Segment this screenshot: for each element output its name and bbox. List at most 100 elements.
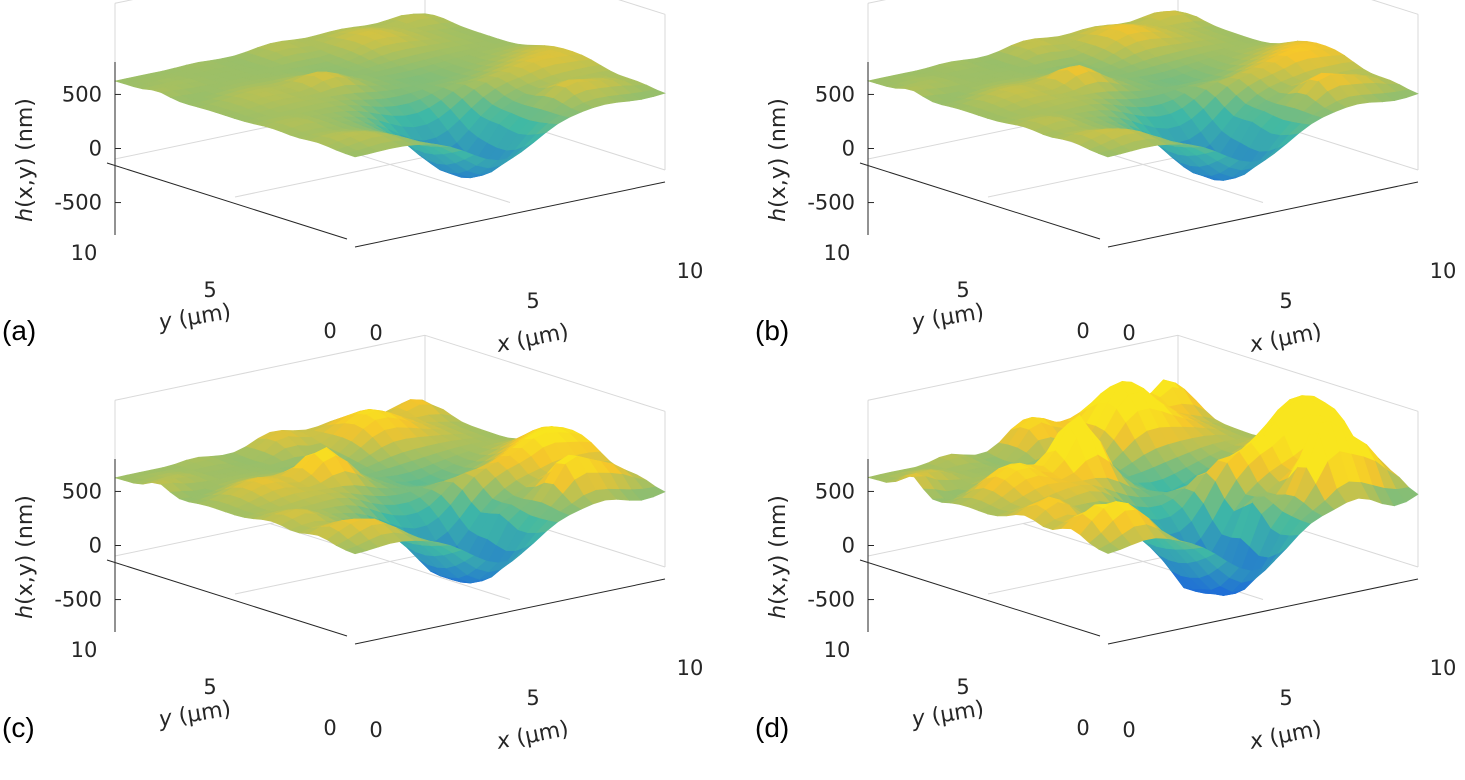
y-tick-label: 5 xyxy=(203,675,216,699)
z-axis-func: h xyxy=(13,605,38,619)
y-axis-line xyxy=(106,162,348,240)
z-axis-args: (x,y) (nm) xyxy=(766,495,791,605)
z-axis-label: h(x,y) (nm) xyxy=(766,495,791,619)
y-axis-line xyxy=(859,162,1101,240)
x-axis-var: x xyxy=(494,728,513,755)
x-axis-label: x (μm) xyxy=(494,716,571,755)
box-edge xyxy=(114,0,134,4)
x-axis-line xyxy=(1107,181,1419,248)
y-tick-label: 5 xyxy=(956,278,969,302)
x-tick-label: 5 xyxy=(1279,289,1292,313)
x-axis-label: x (μm) xyxy=(494,319,571,358)
y-axis-var: y xyxy=(909,309,928,336)
y-tick-label: 10 xyxy=(71,638,98,662)
z-axis-label: h(x,y) (nm) xyxy=(766,98,791,222)
box-edge xyxy=(424,334,666,412)
y-axis-label: y (μm) xyxy=(909,697,986,733)
surface-cell xyxy=(642,89,666,98)
y-axis-line xyxy=(859,559,1101,637)
panel-label: (c) xyxy=(2,712,35,743)
x-axis-unit: (μm) xyxy=(514,319,570,354)
x-axis-line xyxy=(354,181,666,248)
y-axis-unit: (μm) xyxy=(930,697,986,730)
surface-mesh xyxy=(866,10,1419,181)
y-axis-var: y xyxy=(156,309,175,336)
x-tick-label: 0 xyxy=(369,718,382,742)
x-tick-label: 10 xyxy=(677,259,704,283)
y-axis-label: y (μm) xyxy=(909,300,986,336)
z-axis-label: h(x,y) (nm) xyxy=(13,495,38,619)
z-tick-label: 500 xyxy=(815,479,855,503)
x-tick-label: 0 xyxy=(1122,718,1135,742)
box-edge xyxy=(867,0,887,4)
x-axis-var: x xyxy=(1247,728,1266,755)
y-axis-unit: (μm) xyxy=(930,300,986,333)
y-tick-label: 10 xyxy=(71,241,98,265)
y-axis-label: y (μm) xyxy=(156,697,233,733)
y-axis-label: y (μm) xyxy=(156,300,233,336)
z-tick-label: 0 xyxy=(89,534,102,558)
x-axis-var: x xyxy=(494,331,513,358)
surface-mesh xyxy=(113,13,666,179)
y-axis-var: y xyxy=(156,706,175,733)
z-axis-label: h(x,y) (nm) xyxy=(13,98,38,222)
z-axis-func: h xyxy=(766,208,791,222)
panel-label: (d) xyxy=(755,712,789,743)
z-axis-args: (x,y) (nm) xyxy=(766,98,791,208)
y-tick-label: 0 xyxy=(1076,716,1089,740)
y-tick-label: 10 xyxy=(824,241,851,265)
x-axis-var: x xyxy=(1247,331,1266,358)
surface-mesh xyxy=(114,399,666,584)
x-axis-unit: (μm) xyxy=(514,716,570,751)
box-edge xyxy=(867,334,1179,401)
y-tick-label: 0 xyxy=(323,319,336,343)
z-axis-func: h xyxy=(766,605,791,619)
x-axis-line xyxy=(1107,578,1419,645)
box-edge xyxy=(618,0,666,15)
y-tick-label: 10 xyxy=(824,638,851,662)
z-tick-label: 500 xyxy=(62,82,102,106)
x-tick-label: 5 xyxy=(526,686,539,710)
z-tick-label: 500 xyxy=(62,479,102,503)
x-tick-label: 10 xyxy=(1430,259,1457,283)
z-axis-args: (x,y) (nm) xyxy=(13,495,38,605)
x-tick-label: 10 xyxy=(677,656,704,680)
z-tick-label: -500 xyxy=(807,588,855,612)
z-tick-label: 0 xyxy=(89,137,102,161)
y-axis-unit: (μm) xyxy=(177,697,233,730)
x-tick-label: 5 xyxy=(1279,686,1292,710)
surface-cell xyxy=(1395,89,1419,99)
x-tick-label: 0 xyxy=(369,321,382,345)
x-axis-line xyxy=(354,578,666,645)
x-axis-unit: (μm) xyxy=(1267,319,1323,354)
y-axis-unit: (μm) xyxy=(177,300,233,333)
surface-mesh xyxy=(867,379,1419,596)
y-tick-label: 5 xyxy=(203,278,216,302)
y-tick-label: 0 xyxy=(1076,319,1089,343)
panel-label: (a) xyxy=(2,315,36,346)
box-edge xyxy=(1371,0,1419,15)
y-tick-label: 5 xyxy=(956,675,969,699)
z-tick-label: -500 xyxy=(807,191,855,215)
z-tick-label: 0 xyxy=(842,534,855,558)
box-edge xyxy=(1177,334,1419,412)
y-axis-var: y xyxy=(909,706,928,733)
z-tick-label: 0 xyxy=(842,137,855,161)
z-tick-label: 500 xyxy=(815,82,855,106)
x-tick-label: 5 xyxy=(526,289,539,313)
y-tick-label: 0 xyxy=(323,716,336,740)
x-axis-label: x (μm) xyxy=(1247,319,1324,358)
x-axis-unit: (μm) xyxy=(1267,716,1323,751)
x-tick-label: 0 xyxy=(1122,321,1135,345)
z-axis-func: h xyxy=(13,208,38,222)
z-axis-args: (x,y) (nm) xyxy=(13,98,38,208)
box-edge xyxy=(114,334,426,401)
z-tick-label: -500 xyxy=(54,588,102,612)
y-axis-line xyxy=(106,559,348,637)
x-axis-label: x (μm) xyxy=(1247,716,1324,755)
